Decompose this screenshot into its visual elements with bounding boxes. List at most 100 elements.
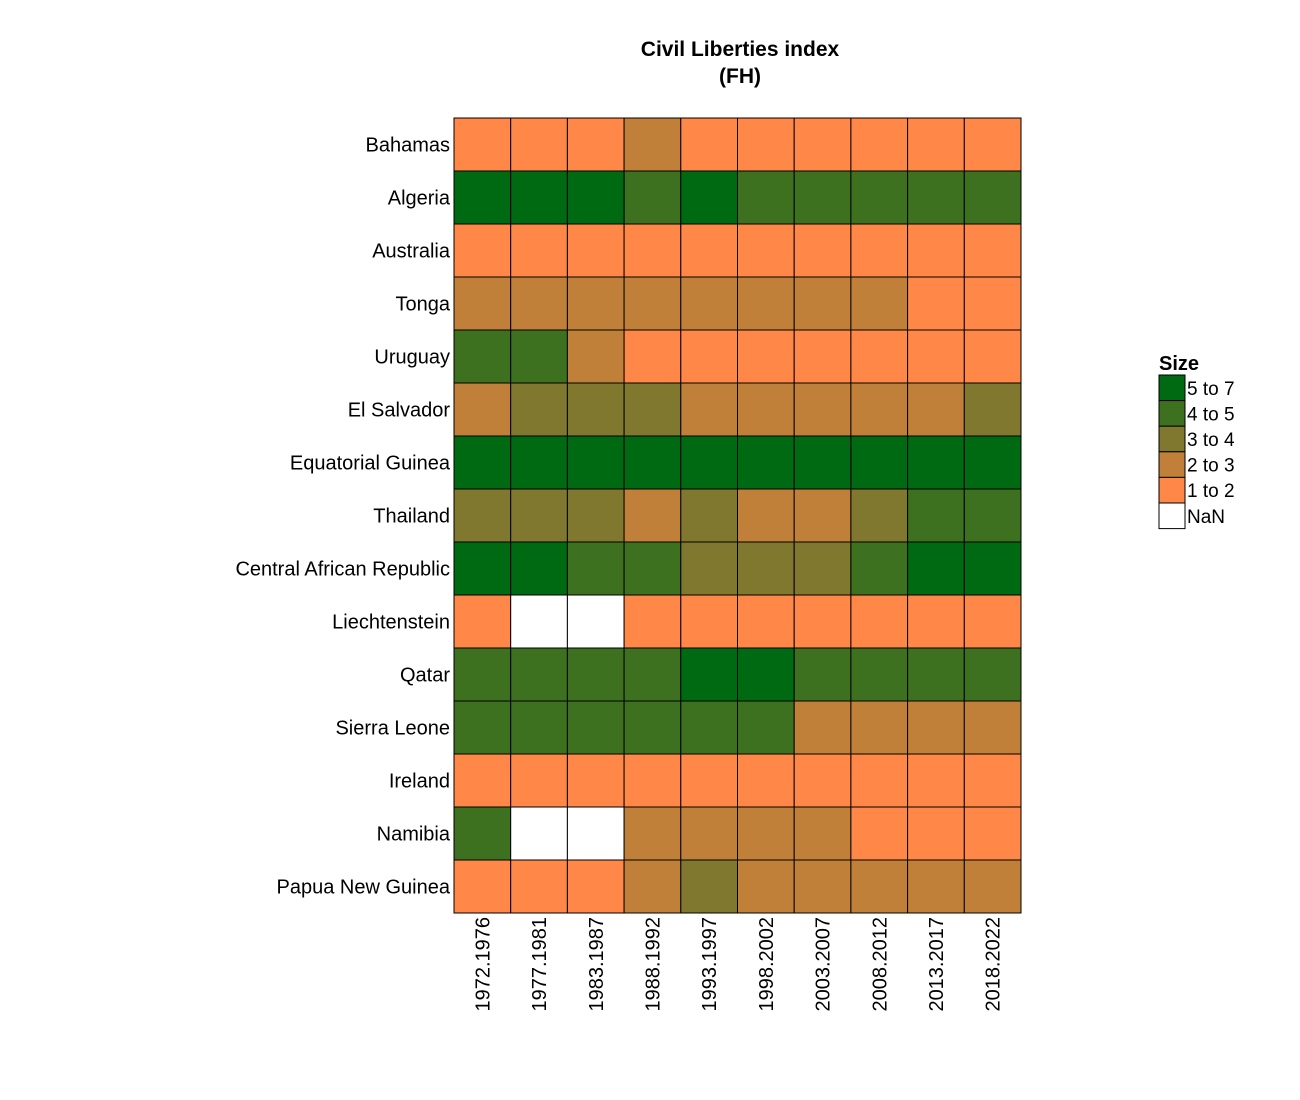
heatmap-cell: [850, 647, 909, 702]
heatmap-cell: [510, 859, 568, 914]
heatmap-cell: [793, 329, 852, 384]
heatmap-cell: [623, 647, 682, 702]
heatmap-cell: [907, 382, 965, 437]
heatmap-cell: [453, 117, 512, 172]
heatmap-cell: [453, 806, 512, 861]
column-label: 2018.2022: [983, 917, 1005, 1012]
heatmap-cell: [850, 382, 909, 437]
heatmap-cell: [680, 594, 738, 649]
heatmap-cell: [453, 700, 512, 755]
heatmap-cell: [907, 753, 965, 808]
legend-swatch: [1158, 451, 1186, 478]
heatmap-cell: [510, 541, 568, 596]
heatmap-cell: [737, 382, 795, 437]
heatmap-cell: [737, 170, 795, 225]
heatmap-cell: [680, 170, 738, 225]
heatmap-cell: [680, 223, 738, 278]
row-label: Papua New Guinea: [277, 877, 451, 899]
heatmap-cell: [680, 329, 738, 384]
column-label: 2008.2012: [869, 917, 891, 1012]
row-label: Bahamas: [366, 135, 451, 157]
heatmap-cell: [907, 329, 965, 384]
heatmap-cell: [566, 488, 625, 543]
legend-label: NaN: [1187, 507, 1225, 528]
heatmap-cell: [680, 435, 738, 490]
heatmap-cell: [566, 435, 625, 490]
heatmap-cell: [680, 806, 738, 861]
heatmap-cell: [907, 223, 965, 278]
heatmap-cell: [737, 223, 795, 278]
heatmap-cell: [737, 541, 795, 596]
heatmap-cell: [680, 753, 738, 808]
heatmap-cell: [850, 541, 909, 596]
heatmap-cell: [963, 329, 1022, 384]
heatmap-cell: [793, 170, 852, 225]
heatmap-cell: [566, 700, 625, 755]
heatmap-cell: [680, 488, 738, 543]
heatmap-cell: [963, 647, 1022, 702]
legend-swatch: [1158, 374, 1186, 402]
legend-label: 3 to 4: [1187, 430, 1235, 451]
heatmap-cell: [793, 753, 852, 808]
row-label: Namibia: [377, 824, 451, 846]
heatmap-cell: [566, 541, 625, 596]
heatmap-cell: [623, 859, 682, 914]
heatmap-cell: [510, 806, 568, 861]
heatmap-cell: [623, 700, 682, 755]
heatmap-cell: [907, 859, 965, 914]
heatmap-cell: [566, 859, 625, 914]
legend-swatch: [1158, 502, 1186, 530]
heatmap-cell: [793, 435, 852, 490]
heatmap-cell: [623, 435, 682, 490]
heatmap-cell: [453, 329, 512, 384]
heatmap-cell: [566, 594, 625, 649]
heatmap-cell: [793, 276, 852, 331]
heatmap-cell: [737, 859, 795, 914]
heatmap-cell: [623, 753, 682, 808]
chart-title-line-2: (FH): [719, 65, 761, 88]
row-label: El Salvador: [348, 400, 451, 422]
heatmap-cell: [793, 859, 852, 914]
heatmap-cell: [793, 647, 852, 702]
row-label: Uruguay: [374, 347, 450, 369]
heatmap-cell: [623, 223, 682, 278]
heatmap-cell: [453, 435, 512, 490]
heatmap-cell: [623, 117, 682, 172]
column-label: 1993.1997: [699, 917, 721, 1012]
heatmap-cell: [793, 594, 852, 649]
heatmap-cell: [623, 276, 682, 331]
heatmap-cell: [453, 276, 512, 331]
heatmap-cell: [737, 276, 795, 331]
legend-label: 4 to 5: [1187, 404, 1235, 425]
legend-swatch: [1158, 476, 1186, 504]
heatmap-cell: [907, 488, 965, 543]
heatmap-cell: [850, 329, 909, 384]
heatmap-cell: [737, 806, 795, 861]
heatmap-cell: [566, 753, 625, 808]
heatmap-cell: [510, 382, 568, 437]
row-label: Ireland: [389, 771, 450, 793]
heatmap-cell: [850, 170, 909, 225]
heatmap-cell: [907, 117, 965, 172]
heatmap-cell: [623, 541, 682, 596]
column-label: 1977.1981: [529, 917, 551, 1012]
legend-label: 5 to 7: [1187, 379, 1235, 400]
heatmap-cell: [793, 541, 852, 596]
column-label: 2003.2007: [813, 917, 835, 1012]
heatmap-cell: [623, 806, 682, 861]
heatmap-cell: [510, 276, 568, 331]
heatmap-cell: [680, 382, 738, 437]
heatmap-cell: [737, 647, 795, 702]
heatmap-cell: [510, 700, 568, 755]
heatmap-cell: [453, 382, 512, 437]
column-label: 1983.1987: [586, 917, 608, 1012]
row-label: Central African Republic: [235, 559, 450, 581]
heatmap-cell: [680, 647, 738, 702]
heatmap-cell: [850, 594, 909, 649]
heatmap-cell: [510, 223, 568, 278]
heatmap-cell: [963, 435, 1022, 490]
heatmap-cell: [453, 541, 512, 596]
heatmap-cell: [907, 170, 965, 225]
heatmap-cell: [793, 382, 852, 437]
